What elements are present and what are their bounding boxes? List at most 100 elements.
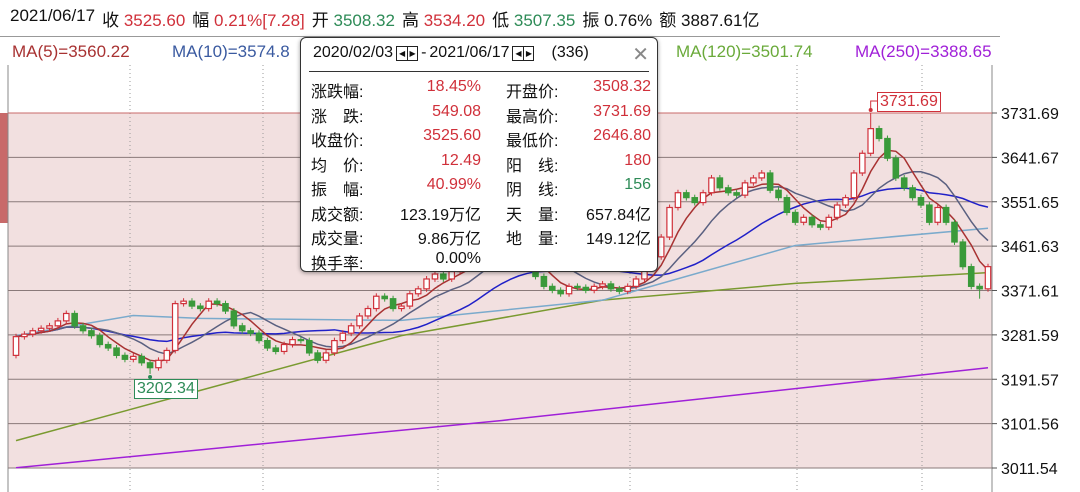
high-label: 高 — [401, 11, 419, 30]
candle-body — [808, 216, 816, 226]
max-price-annotation: 3731.69 — [877, 92, 941, 112]
stat-row: 换手率: 0.00% — [311, 250, 651, 274]
candle-body — [197, 305, 204, 310]
candle-body — [984, 266, 992, 290]
close-icon[interactable]: ✕ — [632, 44, 649, 66]
candle-body — [163, 349, 171, 361]
candle-body — [791, 211, 799, 223]
left-marker — [0, 113, 8, 223]
candle-body — [750, 177, 757, 184]
candle-body — [582, 286, 590, 291]
candle-body — [959, 241, 967, 268]
candle-body — [255, 332, 263, 342]
stat-label: 换手率: — [311, 255, 364, 273]
low-value: 3507.35 — [513, 11, 576, 30]
candle-body — [590, 285, 598, 291]
candle-body — [373, 295, 380, 310]
stat-label: 阳 线: — [506, 157, 559, 175]
close-value: 3525.60 — [123, 11, 186, 30]
candle-body — [155, 359, 162, 369]
low-label: 低 — [492, 11, 510, 30]
range-end-stepper[interactable]: ◀ ▶ — [512, 45, 535, 61]
range-start-stepper[interactable]: ◀ ▶ — [396, 45, 419, 61]
stat-label: 成交量: — [311, 231, 364, 248]
stat-label: 天 量: — [506, 206, 559, 224]
candle-body — [967, 266, 975, 287]
y-tick-label: 3371.61 — [1001, 284, 1059, 301]
stat-label: 均 价: — [311, 157, 364, 175]
stat-row: 成交额: 123.19万亿 天 量: 657.84亿 — [311, 201, 651, 225]
candle-body — [381, 295, 388, 300]
candle-body — [406, 293, 414, 307]
range-start-date: 2020/02/03 — [313, 44, 394, 61]
candle-body — [783, 197, 791, 214]
stat-value: 657.84亿 — [586, 206, 651, 224]
y-tick-label: 3281.59 — [1001, 328, 1059, 345]
stat-label: 最低价: — [506, 133, 559, 150]
y-tick-label: 3191.57 — [1001, 372, 1059, 389]
change-label: 幅 — [192, 11, 210, 30]
candle-body — [331, 339, 338, 354]
candle-body — [62, 312, 70, 322]
stat-value: 2646.80 — [593, 127, 651, 144]
popup-divider — [309, 71, 649, 72]
stat-label: 涨跌幅: — [311, 84, 364, 101]
candle-body — [146, 362, 154, 369]
y-tick-label: 3551.65 — [1001, 195, 1059, 212]
candle-body — [314, 352, 321, 361]
high-value: 3534.20 — [423, 11, 486, 30]
candle-body — [339, 332, 347, 342]
stat-value: 3731.69 — [593, 102, 651, 120]
stat-label: 阴 线: — [506, 182, 559, 199]
candle-body — [892, 157, 900, 179]
candle-body — [389, 298, 397, 310]
stat-value: 9.86万亿 — [417, 231, 481, 248]
stat-row: 振 幅: 40.99% 阴 线: 156 — [311, 176, 651, 200]
open-label: 开 — [311, 11, 329, 30]
stat-value: 18.45% — [426, 78, 481, 95]
amount-label: 额 — [659, 11, 677, 30]
candle-body — [54, 320, 62, 327]
y-tick-label: 3461.63 — [1001, 239, 1059, 256]
candle-body — [289, 339, 296, 346]
ma250-line — [15, 366, 989, 469]
quote-header: 2021/06/17 收 3525.60 幅 0.21%[7.28] 开 350… — [10, 6, 759, 31]
ma60-line — [15, 227, 989, 337]
candle-body — [565, 285, 573, 295]
candle-body — [599, 283, 606, 287]
candle-body — [180, 300, 187, 305]
candle-body — [213, 300, 221, 305]
stat-label: 最高价: — [506, 108, 559, 126]
candle-body — [859, 152, 866, 174]
stat-value: 3508.32 — [593, 78, 651, 95]
candle-body — [909, 187, 916, 199]
candle-body — [766, 172, 774, 191]
right-arrow-icon[interactable]: ▶ — [523, 46, 533, 60]
candle-body — [724, 187, 732, 194]
legend-ma5: MA(5)=3560.22 — [12, 42, 130, 61]
y-tick-label: 3101.56 — [1001, 417, 1059, 434]
left-arrow-icon[interactable]: ◀ — [399, 48, 406, 58]
candle-body — [440, 273, 447, 280]
date: 2021/06/17 — [10, 6, 96, 25]
stat-row: 均 价: 12.49 阳 线: 180 — [311, 152, 651, 176]
candle-body — [875, 128, 883, 140]
range-dash: - — [421, 44, 427, 61]
candle-body — [222, 303, 229, 312]
candle-body — [867, 128, 874, 154]
candle-body — [104, 343, 112, 349]
candle-body — [900, 177, 908, 189]
left-arrow-icon[interactable]: ◀ — [515, 48, 522, 58]
candle-body — [188, 300, 196, 307]
candle-body — [800, 216, 807, 223]
right-arrow-icon[interactable]: ▶ — [407, 46, 417, 60]
stat-value: 149.12亿 — [586, 231, 651, 248]
y-tick-label: 3011.54 — [1001, 461, 1058, 478]
candle-body — [926, 204, 933, 223]
stat-value: 123.19万亿 — [400, 206, 481, 224]
candle-body — [272, 347, 280, 353]
candle-body — [632, 278, 640, 287]
candle-body — [917, 197, 925, 206]
stat-label: 收盘价: — [311, 133, 364, 150]
candle-body — [758, 172, 766, 179]
